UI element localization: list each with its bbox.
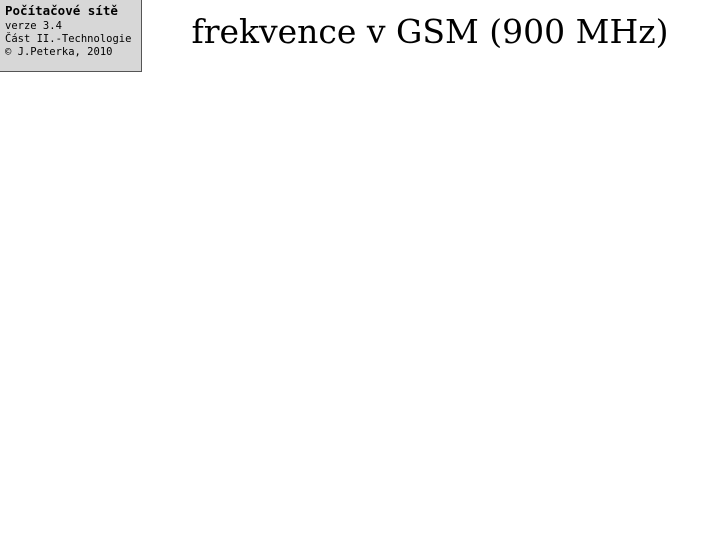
course-info-box: Počítačové sítě verze 3.4 Část II.-Techn… bbox=[0, 0, 142, 72]
course-name: Počítačové sítě bbox=[5, 3, 118, 18]
slide-title: frekvence v GSM (900 MHz) bbox=[191, 12, 669, 51]
course-part: Část II.-Technologie bbox=[5, 33, 132, 45]
course-copyright: © J.Peterka, 2010 bbox=[5, 46, 113, 58]
course-version: verze 3.4 bbox=[5, 20, 62, 32]
